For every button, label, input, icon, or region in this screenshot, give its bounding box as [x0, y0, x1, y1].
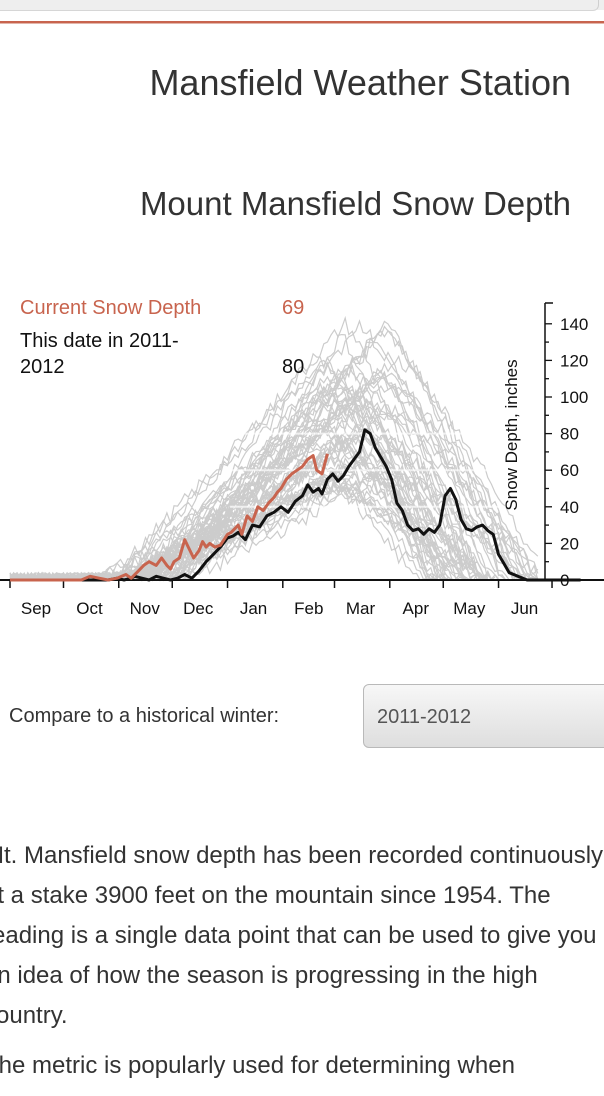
- historical-2011-2012-line: [10, 428, 581, 582]
- description-paragraph-2: The metric is popularly used for determi…: [0, 1052, 515, 1079]
- current-snow-depth-line: [10, 453, 329, 582]
- x-tick-label: Feb: [294, 599, 323, 618]
- historical-winters-lines: [9, 315, 539, 583]
- y-tick-label: 100: [560, 388, 588, 407]
- x-tick-label: Nov: [130, 599, 161, 618]
- x-tick-label: Dec: [183, 599, 214, 618]
- x-tick-label: May: [453, 599, 486, 618]
- page-title: Mansfield Weather Station: [149, 62, 571, 103]
- chart-axes: Sep Oct Nov Dec Jan Feb Mar Apr May Jun0204060801…: [0, 302, 604, 618]
- x-tick-label: Jan: [240, 599, 267, 618]
- snow-depth-chart: Sep Oct Nov Dec Jan Feb Mar Apr May Jun0204060801…: [0, 297, 604, 618]
- x-tick-label: Mar: [346, 599, 376, 618]
- y-tick-label: 80: [560, 425, 579, 444]
- y-axis-label: Snow Depth, inches: [502, 359, 521, 510]
- y-tick-label: 40: [560, 498, 579, 517]
- description: Mt. Mansfield snow depth has been record…: [0, 836, 604, 1096]
- chart-title: Mount Mansfield Snow Depth: [139, 185, 571, 222]
- legend-historical-label: This date in 2011- 2012: [20, 330, 184, 378]
- chart-legend: Current Snow Depth 69 This date in 2011-…: [20, 297, 304, 378]
- accent-divider: [0, 21, 604, 23]
- top-bar-tab: [0, 0, 599, 11]
- x-tick-label: Jun: [511, 599, 538, 618]
- y-tick-label: 20: [560, 534, 579, 553]
- y-tick-label: 140: [560, 315, 588, 334]
- historical-winter-line: [9, 388, 470, 581]
- legend-historical-value: 80: [282, 356, 304, 378]
- description-paragraph-1: Mt. Mansfield snow depth has been record…: [0, 842, 604, 1029]
- y-tick-label: 60: [560, 461, 579, 480]
- browser-top-bar: [0, 0, 604, 11]
- legend-current-value: 69: [282, 297, 304, 319]
- x-tick-label: Apr: [403, 599, 430, 618]
- select-value: 2011-2012: [377, 706, 472, 728]
- x-tick-label: Oct: [76, 599, 103, 618]
- accent-divider-shadow: [0, 23, 604, 24]
- compare-label: Compare to a historical winter:: [9, 705, 280, 727]
- series-lines: [10, 428, 581, 582]
- legend-current-label: Current Snow Depth: [20, 297, 201, 319]
- y-tick-label: 120: [560, 351, 588, 370]
- x-tick-label: Sep: [21, 599, 51, 618]
- historical-winter-select[interactable]: 2011-2012: [363, 684, 604, 748]
